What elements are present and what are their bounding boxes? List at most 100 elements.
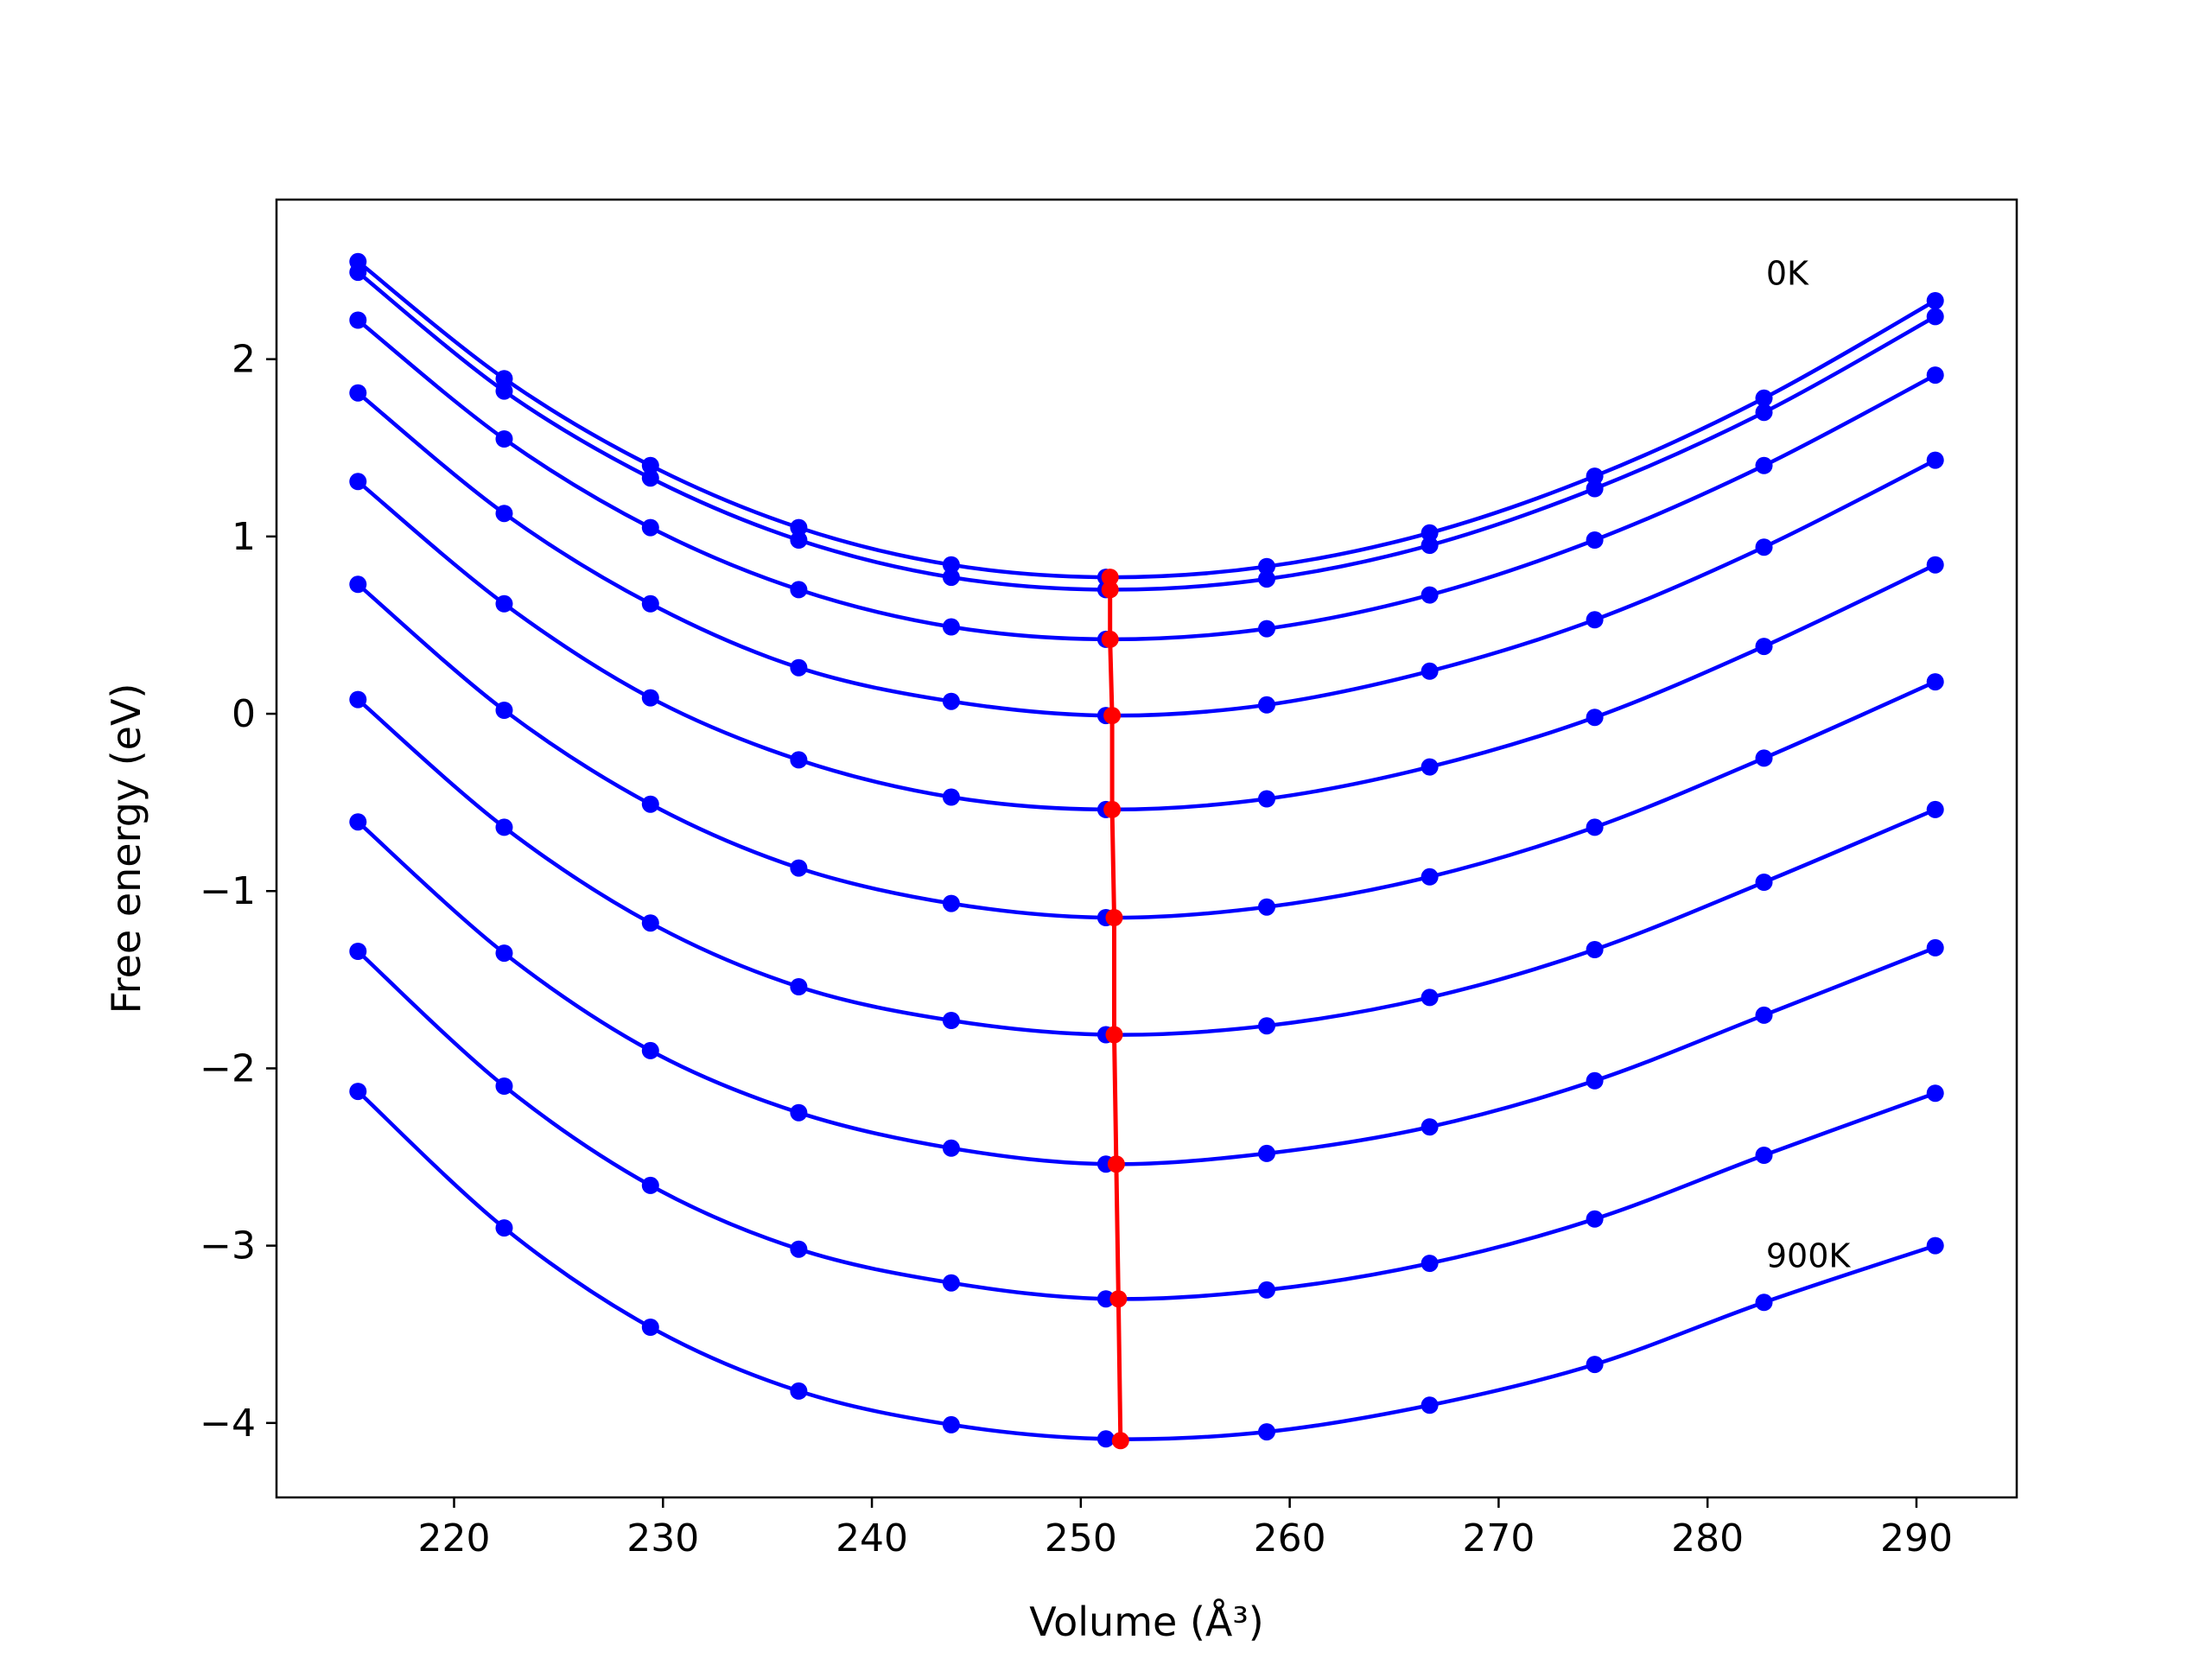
data-point bbox=[1926, 1084, 1944, 1103]
data-point bbox=[349, 384, 367, 402]
x-tick-label: 280 bbox=[1671, 1516, 1744, 1560]
minimum-point bbox=[1105, 1026, 1123, 1044]
data-point bbox=[1096, 1430, 1115, 1448]
data-point bbox=[1755, 404, 1773, 422]
data-point bbox=[1421, 988, 1439, 1007]
data-point bbox=[1258, 790, 1275, 808]
x-tick-label: 250 bbox=[1045, 1516, 1117, 1560]
data-point bbox=[1421, 868, 1439, 886]
data-point bbox=[1755, 389, 1773, 407]
data-point bbox=[1586, 1356, 1604, 1374]
temperature-annotation-2: 900K bbox=[1766, 1236, 1852, 1274]
data-point bbox=[1421, 537, 1439, 555]
data-point bbox=[641, 1041, 659, 1059]
data-point bbox=[942, 1139, 960, 1157]
data-point bbox=[641, 469, 659, 487]
data-point bbox=[495, 505, 513, 523]
data-point bbox=[1586, 709, 1604, 727]
data-point bbox=[349, 943, 367, 960]
data-point bbox=[1586, 1210, 1604, 1228]
data-point bbox=[1755, 638, 1773, 656]
annotation-group: 0K 900K bbox=[1766, 254, 1852, 1274]
minimum-point bbox=[1103, 800, 1122, 818]
data-point bbox=[1586, 611, 1604, 629]
minimum-point bbox=[1111, 1432, 1129, 1450]
data-point bbox=[1755, 749, 1773, 767]
data-point bbox=[1258, 620, 1275, 638]
data-point bbox=[495, 594, 513, 613]
minimum-point bbox=[1101, 630, 1119, 648]
data-point bbox=[495, 818, 513, 836]
data-point bbox=[790, 1240, 808, 1258]
minimum-point bbox=[1105, 909, 1123, 926]
data-point bbox=[790, 1382, 808, 1400]
x-tick-label: 260 bbox=[1254, 1516, 1326, 1560]
data-point bbox=[495, 382, 513, 400]
data-point bbox=[495, 1077, 513, 1095]
minimum-point bbox=[1107, 1155, 1125, 1173]
data-point bbox=[1926, 673, 1944, 691]
data-point bbox=[1421, 586, 1439, 604]
data-point bbox=[641, 518, 659, 537]
data-point bbox=[1755, 538, 1773, 556]
data-point bbox=[1258, 557, 1275, 575]
data-point bbox=[641, 795, 659, 813]
data-point bbox=[790, 1103, 808, 1122]
data-point bbox=[1926, 451, 1944, 469]
data-point bbox=[641, 1319, 659, 1336]
data-point bbox=[1586, 941, 1604, 958]
curve-group bbox=[349, 252, 1944, 1448]
x-axis-ticks: 220 230 240 250 260 270 280 290 bbox=[418, 1497, 1953, 1560]
data-point bbox=[1755, 1006, 1773, 1024]
y-tick-label: −2 bbox=[200, 1046, 256, 1090]
data-point bbox=[942, 692, 960, 710]
data-point bbox=[942, 1274, 960, 1292]
x-tick-label: 220 bbox=[418, 1516, 491, 1560]
minimum-point bbox=[1101, 581, 1119, 599]
data-point bbox=[1755, 1147, 1773, 1164]
data-point bbox=[942, 788, 960, 806]
data-point bbox=[349, 813, 367, 831]
data-point bbox=[1926, 366, 1944, 385]
data-point bbox=[1258, 1144, 1275, 1162]
data-point bbox=[1755, 874, 1773, 891]
plot-frame bbox=[275, 198, 2018, 1499]
x-tick-label: 240 bbox=[836, 1516, 908, 1560]
data-point bbox=[1586, 480, 1604, 498]
data-point bbox=[495, 702, 513, 719]
data-point bbox=[790, 518, 808, 537]
data-point bbox=[1926, 800, 1944, 818]
y-tick-label: −3 bbox=[200, 1224, 256, 1268]
data-point bbox=[790, 658, 808, 677]
data-point bbox=[1755, 1294, 1773, 1312]
data-point bbox=[349, 575, 367, 594]
minimum-point bbox=[1103, 707, 1122, 725]
data-point bbox=[641, 456, 659, 474]
data-point bbox=[942, 556, 960, 574]
data-point bbox=[1421, 1396, 1439, 1414]
data-point bbox=[790, 751, 808, 769]
data-point bbox=[1755, 456, 1773, 474]
data-point bbox=[1096, 1290, 1115, 1308]
x-tick-label: 270 bbox=[1462, 1516, 1535, 1560]
data-point bbox=[349, 311, 367, 329]
y-axis-label: Free energy (eV) bbox=[103, 683, 149, 1014]
data-point bbox=[349, 1083, 367, 1101]
data-point bbox=[1258, 696, 1275, 714]
data-point bbox=[1926, 938, 1944, 957]
data-point bbox=[790, 581, 808, 599]
data-point bbox=[349, 264, 367, 282]
data-point bbox=[1586, 531, 1604, 549]
data-point bbox=[1258, 1423, 1275, 1441]
data-point bbox=[1421, 662, 1439, 680]
data-point bbox=[1926, 556, 1944, 574]
data-point bbox=[942, 894, 960, 912]
data-point bbox=[1258, 898, 1275, 916]
data-point bbox=[1421, 1118, 1439, 1136]
minimum-point bbox=[1101, 569, 1119, 587]
data-point bbox=[1421, 758, 1439, 776]
data-point bbox=[641, 914, 659, 932]
x-axis-label: Volume (Å³) bbox=[1029, 1599, 1264, 1645]
